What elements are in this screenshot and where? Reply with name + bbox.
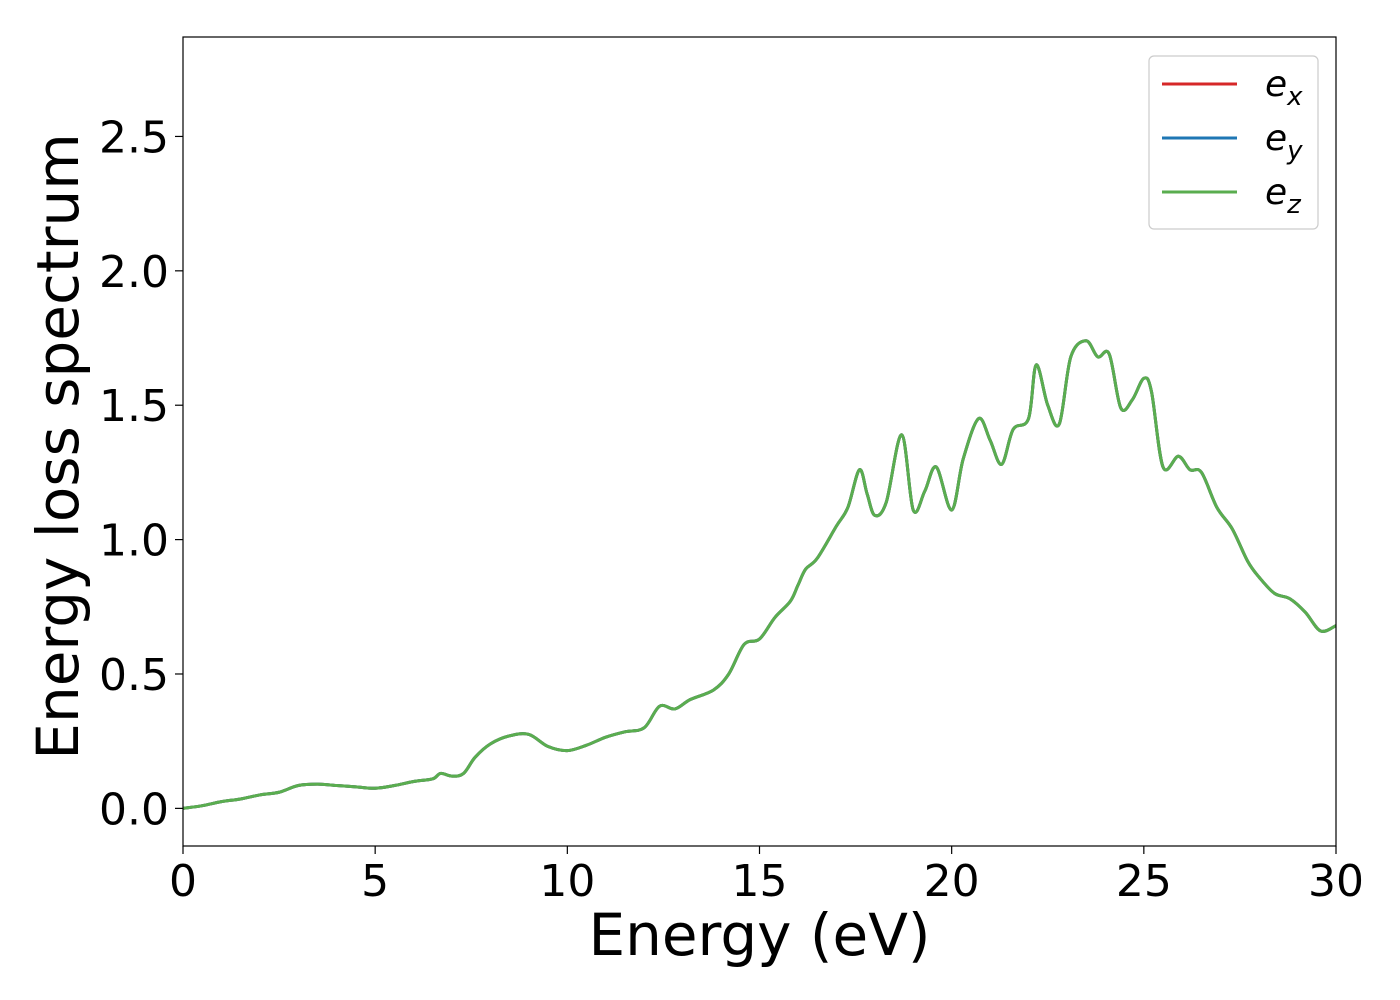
y-tick-label: 1.0 — [99, 516, 169, 567]
x-tick-label: 5 — [361, 856, 389, 907]
y-tick-label: 0.0 — [99, 784, 169, 835]
y-axis-ticks: 0.0 0.5 1.0 1.5 2.0 2.5 — [99, 112, 183, 835]
x-tick-label: 20 — [924, 856, 980, 907]
y-axis-label: Energy loss spectrum — [24, 133, 92, 759]
x-tick-label: 0 — [169, 856, 197, 907]
legend: ex ey ez — [1148, 55, 1319, 230]
y-tick-label: 2.5 — [99, 112, 169, 163]
x-axis-label: Energy (eV) — [588, 901, 930, 969]
y-tick-label: 1.5 — [99, 381, 169, 432]
series-line-e-z — [183, 339, 1336, 810]
axes-frame — [182, 36, 1337, 847]
x-tick-label: 25 — [1116, 856, 1172, 907]
plot-area — [183, 339, 1336, 810]
x-tick-label: 15 — [732, 856, 788, 907]
x-axis-ticks: 0 5 10 15 20 25 30 — [169, 846, 1364, 907]
legend-label-e-z: ez — [1265, 172, 1302, 220]
x-tick-label: 30 — [1308, 856, 1364, 907]
y-tick-label: 0.5 — [99, 650, 169, 701]
legend-box — [1148, 55, 1319, 230]
legend-label-e-x: ex — [1265, 64, 1303, 112]
x-tick-label: 10 — [539, 856, 595, 907]
legend-label-e-y: ey — [1265, 118, 1303, 166]
y-tick-label: 2.0 — [99, 247, 169, 298]
